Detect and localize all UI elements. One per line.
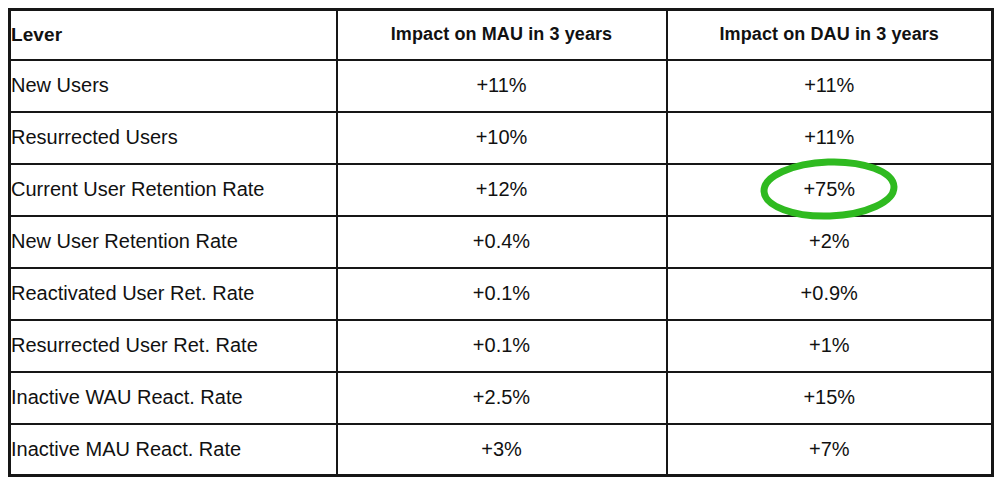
table-row: New Users +11% +11% xyxy=(10,60,993,112)
table-screenshot: Lever Impact on MAU in 3 years Impact on… xyxy=(0,0,999,484)
cell-lever: Resurrected User Ret. Rate xyxy=(10,320,337,372)
cell-mau-impact: +12% xyxy=(337,164,667,216)
table-row: Resurrected User Ret. Rate +0.1% +1% xyxy=(10,320,993,372)
table-row: Inactive WAU React. Rate +2.5% +15% xyxy=(10,372,993,424)
cell-value: +75% xyxy=(803,178,855,200)
col-header-mau-impact: Impact on MAU in 3 years xyxy=(337,10,667,60)
table-row: Resurrected Users +10% +11% xyxy=(10,112,993,164)
cell-mau-impact: +0.1% xyxy=(337,268,667,320)
col-header-lever: Lever xyxy=(10,10,337,60)
cell-mau-impact: +11% xyxy=(337,60,667,112)
cell-lever: Current User Retention Rate xyxy=(10,164,337,216)
cell-dau-impact: +7% xyxy=(667,424,993,476)
cell-dau-impact: +11% xyxy=(667,60,993,112)
cell-dau-impact: +0.9% xyxy=(667,268,993,320)
table-row: New User Retention Rate +0.4% +2% xyxy=(10,216,993,268)
cell-dau-impact: +2% xyxy=(667,216,993,268)
highlighted-value: +75% xyxy=(803,179,855,199)
cell-dau-impact: +11% xyxy=(667,112,993,164)
cell-mau-impact: +0.4% xyxy=(337,216,667,268)
cell-lever: Inactive MAU React. Rate xyxy=(10,424,337,476)
cell-lever: New User Retention Rate xyxy=(10,216,337,268)
cell-dau-impact: +1% xyxy=(667,320,993,372)
cell-mau-impact: +0.1% xyxy=(337,320,667,372)
header-row: Lever Impact on MAU in 3 years Impact on… xyxy=(10,10,993,60)
cell-mau-impact: +2.5% xyxy=(337,372,667,424)
cell-lever: Inactive WAU React. Rate xyxy=(10,372,337,424)
cell-mau-impact: +3% xyxy=(337,424,667,476)
cell-mau-impact: +10% xyxy=(337,112,667,164)
cell-lever: Resurrected Users xyxy=(10,112,337,164)
table-row: Current User Retention Rate +12% +75% xyxy=(10,164,993,216)
table-row: Inactive MAU React. Rate +3% +7% xyxy=(10,424,993,476)
cell-dau-impact: +15% xyxy=(667,372,993,424)
cell-dau-impact: +75% xyxy=(667,164,993,216)
table-row: Reactivated User Ret. Rate +0.1% +0.9% xyxy=(10,268,993,320)
impact-table: Lever Impact on MAU in 3 years Impact on… xyxy=(8,8,994,477)
col-header-dau-impact: Impact on DAU in 3 years xyxy=(667,10,993,60)
cell-lever: New Users xyxy=(10,60,337,112)
cell-lever: Reactivated User Ret. Rate xyxy=(10,268,337,320)
